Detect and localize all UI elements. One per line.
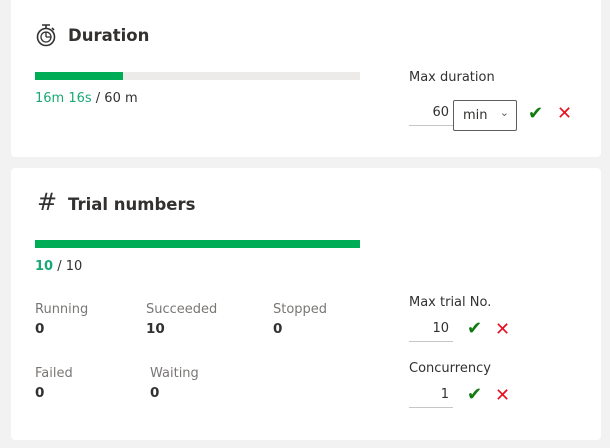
duration-title: Duration — [68, 26, 150, 45]
duration-unit-select[interactable]: min ⌄ — [453, 100, 517, 131]
cancel-duration-icon[interactable]: ✕ — [557, 103, 573, 124]
stat-failed-value: 0 — [35, 385, 45, 401]
trial-numbers-card: # Trial numbers 10 / 10 Running 0 Succeed… — [11, 168, 601, 440]
duration-card: Duration 16m 16s / 60 m Max duration min… — [11, 0, 601, 157]
duration-progress-text: 16m 16s / 60 m — [35, 91, 138, 106]
trial-progress-bar — [35, 240, 360, 248]
hash-icon: # — [37, 188, 58, 216]
max-trial-input[interactable] — [409, 316, 453, 342]
stat-stopped-label: Stopped — [273, 302, 328, 317]
trials-total: / 10 — [53, 259, 83, 274]
duration-progress-bar — [35, 72, 360, 80]
stat-succeeded-value: 10 — [146, 321, 165, 337]
stat-waiting-value: 0 — [150, 385, 160, 401]
max-trial-label: Max trial No. — [409, 295, 492, 310]
trial-progress-text: 10 / 10 — [35, 259, 82, 274]
trial-progress-fill — [35, 240, 360, 248]
trial-numbers-title: Trial numbers — [68, 195, 196, 214]
confirm-max-trial-icon[interactable]: ✔ — [467, 318, 483, 339]
stat-stopped-value: 0 — [273, 321, 283, 337]
duration-elapsed: 16m 16s — [35, 91, 92, 106]
stat-running-value: 0 — [35, 321, 45, 337]
max-duration-input[interactable] — [409, 100, 453, 126]
cancel-max-trial-icon[interactable]: ✕ — [495, 319, 511, 340]
max-duration-label: Max duration — [409, 70, 495, 85]
stat-succeeded-label: Succeeded — [146, 302, 218, 317]
chevron-down-icon: ⌄ — [499, 106, 509, 119]
stat-failed-label: Failed — [35, 366, 73, 381]
stat-waiting-label: Waiting — [150, 366, 199, 381]
concurrency-label: Concurrency — [409, 361, 491, 376]
confirm-duration-icon[interactable]: ✔ — [528, 103, 544, 124]
stopwatch-icon — [36, 24, 56, 47]
duration-total: / 60 m — [91, 91, 138, 106]
confirm-concurrency-icon[interactable]: ✔ — [467, 384, 483, 405]
cancel-concurrency-icon[interactable]: ✕ — [495, 385, 511, 406]
stat-running-label: Running — [35, 302, 89, 317]
trials-done: 10 — [35, 259, 54, 274]
concurrency-input[interactable] — [409, 382, 453, 408]
duration-unit-value: min — [463, 108, 488, 123]
duration-progress-fill — [35, 72, 124, 80]
